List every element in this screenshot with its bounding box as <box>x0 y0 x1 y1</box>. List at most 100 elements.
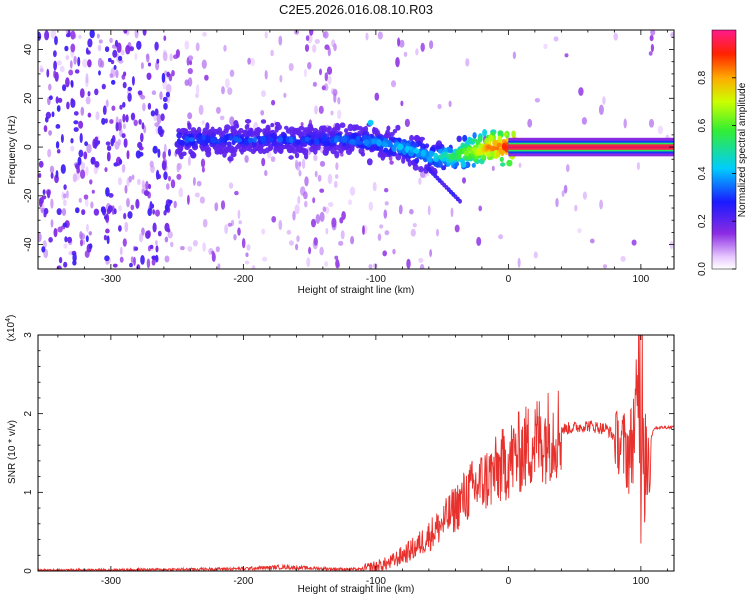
spectrogram-cell <box>313 154 318 161</box>
spectrogram-cell <box>305 35 310 41</box>
spectrogram-cell <box>146 258 151 269</box>
spectrogram-cell <box>292 210 296 221</box>
spectrogram-cell <box>113 208 117 215</box>
spectrogram-cell <box>88 231 93 236</box>
snr-multiplier-base: (x10 <box>6 321 17 341</box>
colorbar <box>711 29 737 270</box>
spectrogram-cell <box>298 161 302 167</box>
spectrogram-cell <box>188 156 191 167</box>
spectrogram-cell <box>301 137 307 144</box>
spectrogram-cell <box>356 140 364 145</box>
spectrogram-cell <box>152 145 158 154</box>
spectrogram-marks <box>38 30 674 269</box>
spectrogram-cell <box>123 212 127 220</box>
spectrogram-cell <box>217 127 223 134</box>
spectrogram-cell <box>313 81 317 87</box>
spectrogram-cell <box>53 60 57 71</box>
spectrogram-cell <box>365 32 369 41</box>
spectrogram-cell <box>63 243 68 249</box>
spectrogram-cell <box>298 125 305 131</box>
spectrogram-cell <box>188 60 193 66</box>
spectrogram-cell <box>433 173 438 179</box>
spectrogram-cell <box>348 199 352 206</box>
spectrogram-cell <box>192 240 198 247</box>
spectrogram-cell <box>106 235 110 245</box>
spectrogram-cell <box>305 136 310 142</box>
spectrogram-cell <box>225 78 230 89</box>
spectrogram-cell <box>83 151 88 160</box>
spectrogram-cell <box>229 116 235 126</box>
spectrogram-cell <box>590 238 595 244</box>
spectrogram-cell <box>63 184 67 190</box>
spectrogram-cell <box>175 49 180 58</box>
spectrogram-cell <box>334 151 340 159</box>
spectrogram-cell <box>97 57 103 68</box>
spectrogram-cell <box>397 37 401 47</box>
spectrogram-cell <box>94 161 100 168</box>
spectrogram-frame <box>37 29 675 270</box>
spectrogram-cell <box>101 117 106 125</box>
spectrogram-cell <box>146 53 150 63</box>
spectrogram-cell <box>229 69 235 78</box>
spectrogram-cell <box>418 177 422 185</box>
spectrogram-cell <box>151 90 157 95</box>
spectrogram-cell <box>62 84 67 92</box>
spectrogram-cell <box>429 40 434 50</box>
spectrogram-cell <box>409 208 414 215</box>
spectrogram-cell <box>140 95 146 100</box>
spectrogram-cell <box>113 162 119 167</box>
spectrogram-cell <box>135 150 142 159</box>
spectrogram-cell <box>211 132 217 138</box>
spectrogram-cell <box>188 137 195 142</box>
spectrogram-cell <box>315 214 321 224</box>
spectrogram-cell <box>631 239 637 246</box>
y-tick-label: 0 <box>23 144 34 150</box>
spectrogram-cell <box>168 148 171 157</box>
spectrogram-cell <box>80 161 86 170</box>
spectrogram-cell <box>303 68 307 78</box>
spectrogram-cell <box>237 227 241 236</box>
spectrogram-cell <box>87 59 92 68</box>
spectrogram-cell <box>227 222 233 227</box>
spectrogram-cell <box>371 138 376 145</box>
spectrogram-cell <box>577 228 582 234</box>
spectrogram-cell <box>340 230 345 240</box>
spectrogram-cell <box>60 164 66 174</box>
spectrogram-cell <box>114 141 120 150</box>
spectrogram-cell <box>399 39 405 48</box>
spectrogram-cell <box>126 150 130 160</box>
spectrogram-cell <box>75 207 80 214</box>
spectrogram-cell <box>323 31 329 39</box>
spectrogram-cell <box>409 134 415 142</box>
spectrogram-cell <box>620 255 626 262</box>
spectrogram-cell <box>314 138 320 146</box>
spectrogram-cell <box>543 43 548 50</box>
colorbar-tick-label: 0.4 <box>697 166 708 180</box>
spectrogram-cell <box>648 51 653 56</box>
spectrogram-x-ticks: -300 -200 -100 0 100 <box>57 30 668 285</box>
spectrogram-cell <box>252 136 257 143</box>
spectrogram-cell <box>373 263 378 269</box>
spectrogram-cell <box>256 128 263 133</box>
spectrogram-cell <box>390 80 397 88</box>
spectrogram-cell <box>128 175 132 183</box>
spectrogram-cell <box>220 130 226 136</box>
spectrogram-cell <box>427 156 433 163</box>
x-tick-label: -100 <box>366 274 386 285</box>
spectrogram-cell <box>322 133 328 141</box>
spectrogram-cell <box>350 144 355 152</box>
y-tick-label: 20 <box>23 92 34 104</box>
spectrogram-cell <box>496 142 502 148</box>
spectrogram-cell <box>314 170 318 178</box>
spectrogram-cell <box>162 151 166 160</box>
spectrogram-cell <box>64 45 69 52</box>
spectrogram-cell <box>317 174 322 182</box>
snr-y-ticks: 0 1 2 3 <box>23 332 674 574</box>
spectrogram-cell <box>87 38 93 48</box>
spectrogram-cell <box>73 111 79 116</box>
spectrogram-cell <box>156 113 162 124</box>
spectrogram-cell <box>155 169 160 180</box>
x-tick-label: 100 <box>633 274 650 285</box>
spectrogram-cell <box>38 31 42 41</box>
spectrogram-cell <box>566 164 570 173</box>
